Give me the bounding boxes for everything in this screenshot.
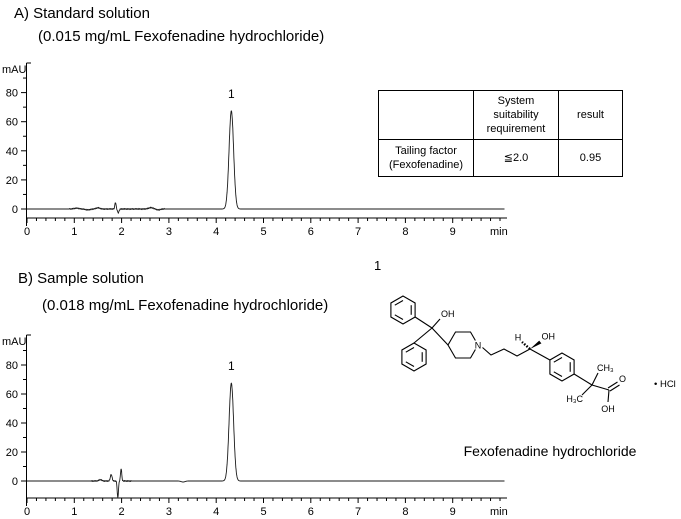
svg-text:6: 6: [308, 226, 314, 238]
atom-label-h3c: H₃C: [566, 394, 583, 404]
svg-text:6: 6: [308, 506, 314, 518]
fexofenadine-structure: OH N H OH CH₃ H₃C O OH • HCl: [390, 295, 676, 414]
system-suitability-table: System suitability requirement result Ta…: [378, 90, 623, 177]
panel-a-subtitle: (0.015 mg/mL Fexofenadine hydrochloride): [38, 28, 325, 45]
aromatic-rings: [390, 295, 575, 382]
table-header-row: System suitability requirement result: [378, 90, 623, 140]
table-cell-result: 0.95: [558, 139, 623, 177]
svg-text:60: 60: [6, 389, 18, 401]
wedge-bond: [530, 340, 542, 349]
panel-a-title: A) Standard solution: [14, 5, 150, 22]
svg-text:min: min: [490, 226, 508, 238]
svg-text:5: 5: [260, 506, 266, 518]
svg-text:1: 1: [71, 226, 77, 238]
panel-b-title: B) Sample solution: [18, 270, 144, 287]
svg-text:0: 0: [24, 506, 30, 518]
atom-label-ch3: CH₃: [597, 363, 614, 373]
svg-text:80: 80: [6, 360, 18, 372]
table-header-requirement: System suitability requirement: [473, 90, 559, 140]
atom-label-oh-top: OH: [441, 309, 455, 319]
svg-text:4: 4: [213, 506, 219, 518]
svg-text:1: 1: [228, 87, 235, 101]
table-row: Tailing factor (Fexofenadine) ≦2.0 0.95: [378, 139, 623, 177]
svg-text:0: 0: [24, 226, 30, 238]
svg-text:1: 1: [228, 359, 235, 373]
svg-text:8: 8: [402, 226, 408, 238]
svg-text:9: 9: [450, 506, 456, 518]
chromatogram-a: 0 20 40 60 80 mAU 0 1 2 3 4 5 6 7 8 9 min 1: [2, 62, 508, 238]
atom-labels: OH N H OH CH₃ H₃C O OH • HCl: [441, 309, 676, 414]
svg-text:mAU: mAU: [2, 336, 27, 348]
svg-text:0: 0: [12, 476, 18, 488]
svg-text:0: 0: [12, 204, 18, 216]
svg-text:3: 3: [166, 226, 172, 238]
svg-text:9: 9: [450, 226, 456, 238]
svg-text:mAU: mAU: [2, 64, 27, 76]
svg-text:40: 40: [6, 146, 18, 158]
svg-text:3: 3: [166, 506, 172, 518]
atom-label-n: N: [475, 341, 482, 351]
svg-text:7: 7: [355, 506, 361, 518]
svg-text:20: 20: [6, 175, 18, 187]
svg-text:2: 2: [119, 506, 125, 518]
svg-text:20: 20: [6, 447, 18, 459]
svg-text:80: 80: [6, 88, 18, 100]
svg-text:7: 7: [355, 226, 361, 238]
svg-text:8: 8: [402, 506, 408, 518]
table-header-result: result: [558, 90, 623, 140]
table-header-blank: [378, 90, 474, 140]
bond-lines: [413, 316, 620, 403]
panel-b-subtitle: (0.018 mg/mL Fexofenadine hydrochloride): [42, 297, 329, 314]
chromatogram-b: 0 20 40 60 80 mAU 0 1 2 3 4 5 6 7 8 9 min 1: [2, 334, 508, 518]
svg-text:min: min: [490, 506, 508, 518]
svg-text:40: 40: [6, 418, 18, 430]
svg-text:2: 2: [119, 226, 125, 238]
svg-text:60: 60: [6, 117, 18, 129]
svg-text:4: 4: [213, 226, 219, 238]
hcl-salt-label: • HCl: [654, 379, 676, 390]
table-cell-requirement: ≦2.0: [473, 139, 559, 177]
atom-label-oh-mid: OH: [542, 332, 556, 342]
structure-caption: Fexofenadine hydrochloride: [463, 443, 637, 459]
atom-label-h: H: [515, 333, 522, 343]
structure-peak-number: 1: [374, 258, 382, 273]
atom-label-o: O: [619, 374, 626, 384]
table-cell-parameter: Tailing factor (Fexofenadine): [378, 139, 474, 177]
svg-text:1: 1: [71, 506, 77, 518]
atom-label-oh-acid: OH: [601, 404, 615, 414]
svg-text:5: 5: [260, 226, 266, 238]
